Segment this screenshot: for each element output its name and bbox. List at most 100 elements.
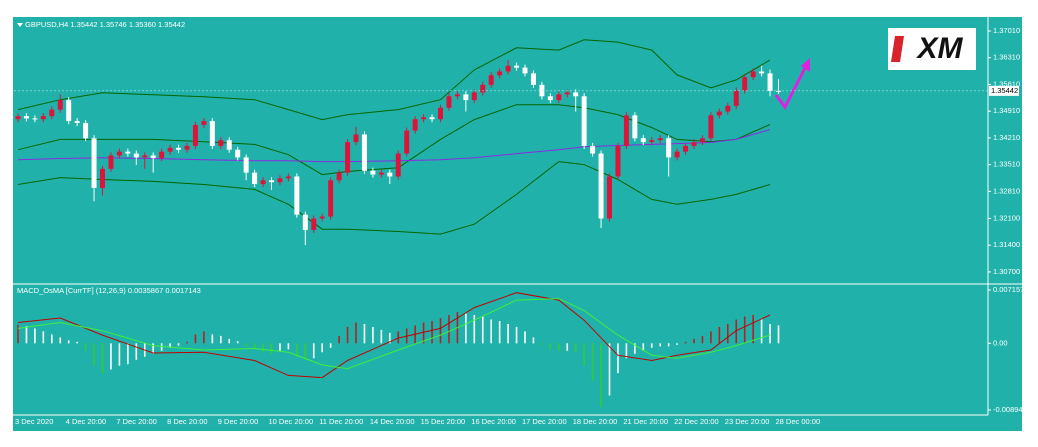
logo-box <box>888 28 976 70</box>
candle-body <box>361 134 367 171</box>
forecast-arrow <box>774 65 808 110</box>
candle-body <box>353 134 359 143</box>
candle-body <box>395 153 401 177</box>
candle-body <box>260 180 266 185</box>
candle-body <box>345 142 351 173</box>
candle-body <box>699 138 705 143</box>
candle-body <box>480 84 486 93</box>
candle-body <box>108 155 114 169</box>
candle-body <box>252 172 258 185</box>
candle-body <box>159 151 165 159</box>
candle-body <box>522 67 528 74</box>
candle-body <box>615 145 621 177</box>
candle-body <box>598 153 604 219</box>
y-tick-label: 1.34210 <box>993 133 1020 142</box>
x-tick-label: 15 Dec 20:00 <box>421 417 466 426</box>
candle-body <box>691 142 697 146</box>
candle-body <box>547 96 553 101</box>
candle-body <box>40 116 46 120</box>
candle-body <box>446 96 452 108</box>
candle-body <box>167 147 173 152</box>
candle-body <box>556 94 562 101</box>
candle-body <box>590 145 596 154</box>
candle-body <box>336 172 342 181</box>
y-tick-label: -0.008944 <box>993 405 1027 414</box>
candle-body <box>463 94 469 101</box>
candle-body <box>514 65 520 68</box>
logo: XM <box>888 28 976 70</box>
candle-body <box>49 109 55 117</box>
candle-body <box>23 116 29 119</box>
candle-body <box>657 138 663 141</box>
candle-body <box>370 170 376 175</box>
candle-body <box>328 180 334 217</box>
candle-body <box>750 71 756 78</box>
x-tick-label: 21 Dec 20:00 <box>623 417 668 426</box>
candle-body <box>438 107 443 120</box>
candle-body <box>640 138 646 143</box>
candle-body <box>412 119 418 131</box>
candle-body <box>573 92 579 97</box>
candle-body <box>421 117 427 120</box>
candle-body <box>150 155 156 159</box>
candle-body <box>649 140 655 143</box>
macd-title: MACD_OsMA [CurrTF] (12,26,9) 0.0035867 0… <box>17 286 201 295</box>
candle-body <box>32 118 38 120</box>
candle-body <box>302 214 308 230</box>
x-tick-label: 16 Dec 20:00 <box>471 417 516 426</box>
candle-body <box>57 100 63 110</box>
logo-text: XM <box>916 32 964 65</box>
x-tick-label: 28 Dec 00:00 <box>776 417 821 426</box>
candle-body <box>767 73 773 91</box>
chart-background <box>13 17 1022 431</box>
candle-body <box>674 151 680 158</box>
y-tick-label: 1.34910 <box>993 106 1020 115</box>
menu-triangle[interactable] <box>17 23 23 27</box>
candle-body <box>683 145 689 152</box>
candle-body <box>209 121 215 146</box>
y-tick-label: 1.32810 <box>993 186 1020 195</box>
candle-body <box>471 92 477 101</box>
logo-accent <box>891 36 904 62</box>
y-tick-label: 0.007157 <box>993 285 1024 294</box>
x-tick-label: 14 Dec 20:00 <box>370 417 415 426</box>
last-price-box <box>989 85 1019 96</box>
candle-body <box>725 105 731 112</box>
candle-body <box>83 123 89 139</box>
candle-body <box>192 124 198 146</box>
candle-body <box>454 94 460 97</box>
chart-title: GBPUSD,H4 1.35442 1.35746 1.35360 1.3544… <box>25 20 185 29</box>
candle-body <box>666 138 672 158</box>
candle-body <box>716 111 722 116</box>
candle-body <box>133 153 139 158</box>
candle-body <box>15 116 21 120</box>
candle-body <box>91 138 97 188</box>
forecast-arrowhead <box>801 58 810 72</box>
candle-body <box>607 176 612 219</box>
candle-body <box>184 145 190 150</box>
y-tick-label: 1.36310 <box>993 53 1020 62</box>
candle-body <box>759 71 765 74</box>
y-tick-label: 0.00 <box>993 338 1008 347</box>
x-tick-label: 9 Dec 20:00 <box>218 417 258 426</box>
candle-body <box>539 84 545 97</box>
candle-body <box>708 115 714 139</box>
x-tick-label: 3 Dec 2020 <box>15 417 53 426</box>
candle-body <box>226 140 232 150</box>
candle-body <box>632 115 638 139</box>
y-tick-label: 1.37010 <box>993 26 1020 35</box>
x-tick-label: 8 Dec 20:00 <box>167 417 207 426</box>
candle-body <box>243 157 249 173</box>
candle-body <box>269 180 274 183</box>
y-tick-label: 1.32100 <box>993 213 1020 222</box>
candle-body <box>742 77 748 91</box>
candle-body <box>387 172 393 177</box>
candle-body <box>497 71 503 76</box>
candle-body <box>285 176 291 179</box>
candle-body <box>429 117 435 120</box>
candle-body <box>116 151 122 156</box>
x-tick-label: 17 Dec 20:00 <box>522 417 567 426</box>
y-tick-label: 1.31400 <box>993 240 1020 249</box>
candle-body <box>277 178 283 183</box>
